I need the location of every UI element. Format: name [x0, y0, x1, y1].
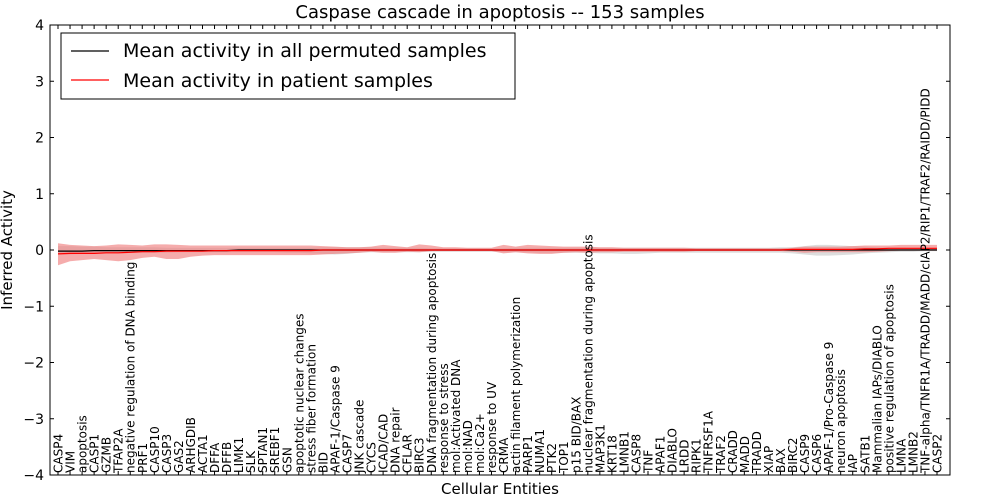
x-tick-label: stress fiber formation — [304, 344, 318, 473]
x-tick-label: CASP8 — [630, 434, 644, 473]
y-tick-label: 1 — [35, 187, 44, 203]
x-tick-label: CASP10 — [148, 426, 162, 473]
x-tick-label: BIRC3 — [413, 437, 427, 473]
x-tick-label: GZMB — [100, 437, 114, 473]
x-tick-label: response to UV — [485, 381, 499, 473]
x-tick-label: CRADD — [726, 430, 740, 473]
y-tick-label: −4 — [23, 468, 44, 484]
y-tick-label: −3 — [23, 412, 44, 428]
x-tick-label: mol:Activated DNA — [449, 359, 463, 473]
x-axis: CASP4VIMapoptosisCASP1GZMBTFAP2Anegative… — [52, 25, 945, 475]
x-tick-label: TNF-alpha/TNFR1A/TRADD/MADD/cIAP2/RIP1/T… — [919, 88, 933, 474]
x-tick-label: apoptosis — [76, 415, 90, 473]
chart-title: Caspase cascade in apoptosis -- 153 samp… — [295, 2, 704, 23]
legend: Mean activity in all permuted samples Me… — [60, 32, 516, 100]
x-tick-label: CRMA — [497, 437, 511, 473]
x-tick-label: ACTA1 — [196, 434, 210, 473]
y-tick-label: 4 — [35, 18, 44, 34]
series-lines — [57, 247, 937, 255]
x-tick-label: BIRC2 — [786, 437, 800, 473]
x-tick-label: BID — [316, 452, 330, 473]
x-tick-label: LIMK1 — [232, 437, 246, 473]
x-tick-label: DNA repair — [389, 407, 403, 473]
x-tick-label: GSN — [280, 447, 294, 473]
x-tick-label: VIM — [64, 451, 78, 473]
x-tick-label: CYCS — [365, 442, 379, 473]
x-tick-label: TNFRSF1A — [702, 410, 716, 474]
x-tick-label: APAF1 — [654, 436, 668, 473]
x-axis-label: Cellular Entities — [441, 480, 559, 498]
x-tick-label: NUMA1 — [533, 429, 547, 473]
y-tick-label: −1 — [23, 299, 44, 315]
confidence-bands — [58, 243, 937, 266]
x-tick-label: ARHGDIB — [184, 417, 198, 473]
x-tick-label: APAF-1/Pro-Caspase 9 — [822, 342, 836, 473]
x-tick-label: LMNB2 — [906, 431, 920, 473]
x-tick-label: CASP2 — [931, 434, 945, 473]
y-axis-label: Inferred Activity — [0, 190, 16, 310]
x-tick-label: DFFA — [208, 442, 222, 473]
x-tick-label: DFFB — [220, 442, 234, 473]
x-tick-label: TRAF2 — [714, 435, 728, 474]
x-tick-label: GAS2 — [172, 440, 186, 473]
x-tick-label: JNK cascade — [353, 400, 367, 474]
x-tick-label: LMNA — [894, 438, 908, 473]
x-tick-label: PARP1 — [521, 435, 535, 473]
x-tick-label: actin filament polymerization — [509, 297, 523, 473]
legend-label-permuted: Mean activity in all permuted samples — [123, 40, 486, 62]
x-tick-label: TFAP2A — [112, 428, 126, 474]
x-tick-label: CASP6 — [810, 434, 824, 473]
y-tick-label: −2 — [23, 356, 44, 372]
x-tick-label: PRF1 — [136, 443, 150, 473]
x-tick-label: XIAP — [762, 446, 776, 473]
x-tick-label: LRDD — [678, 439, 692, 473]
x-tick-label: PTK2 — [545, 443, 559, 473]
legend-box — [60, 32, 516, 100]
x-tick-label: SLK — [244, 450, 258, 473]
x-tick-label: DNA fragmentation during apoptosis — [425, 253, 439, 473]
x-tick-label: p15 BID/BAX — [569, 397, 583, 473]
x-tick-label: SREBF1 — [268, 427, 282, 473]
x-tick-label: positive regulation of apoptosis — [882, 284, 896, 473]
x-tick-label: CASP7 — [341, 434, 355, 473]
x-tick-label: mol:Ca2+ — [473, 413, 487, 473]
x-tick-label: CASP4 — [52, 434, 66, 473]
x-tick-label: KRT18 — [605, 435, 619, 473]
x-tick-label: CFLAR — [401, 434, 415, 473]
x-tick-label: APAF-1/Caspase 9 — [328, 365, 342, 473]
x-tick-label: CASP1 — [88, 434, 102, 473]
x-tick-label: TRADD — [750, 431, 764, 474]
x-tick-label: RIPK1 — [690, 438, 704, 473]
legend-label-patient: Mean activity in patient samples — [123, 70, 433, 92]
x-tick-label: response to stress — [437, 363, 451, 473]
line-series-2 — [57, 247, 937, 255]
x-tick-label: nuclear fragmentation during apoptosis — [581, 234, 595, 473]
x-tick-label: MADD — [738, 436, 752, 473]
x-tick-label: DIABLO — [666, 428, 680, 473]
x-tick-label: SPTAN1 — [256, 427, 270, 473]
x-tick-label: TOP1 — [557, 441, 571, 474]
x-tick-label: LMNB1 — [617, 431, 631, 473]
x-tick-label: Mammalian IAPs/DIABLO — [870, 325, 884, 473]
y-tick-label: 3 — [35, 74, 44, 90]
x-tick-label: IAP — [846, 454, 860, 473]
x-tick-label: apoptotic nuclear changes — [292, 314, 306, 473]
y-tick-label: 2 — [35, 131, 44, 147]
x-tick-label: SATB1 — [858, 435, 872, 473]
x-tick-label: mol:NAD — [461, 420, 475, 473]
y-axis: −4 −3 −2 −1 0 1 2 3 4 — [23, 18, 950, 484]
x-tick-label: MAP3K1 — [593, 424, 607, 473]
x-tick-label: TNF — [642, 450, 656, 474]
x-tick-label: CASP9 — [798, 434, 812, 473]
y-tick-label: 0 — [35, 243, 44, 259]
x-tick-label: ICAD/CAD — [377, 414, 391, 473]
band-series-2 — [58, 243, 937, 266]
x-tick-label: neuron apoptosis — [834, 369, 848, 473]
x-tick-label: BAX — [774, 448, 788, 473]
x-tick-label: negative regulation of DNA binding — [124, 262, 138, 473]
x-tick-label: CASP3 — [160, 434, 174, 473]
